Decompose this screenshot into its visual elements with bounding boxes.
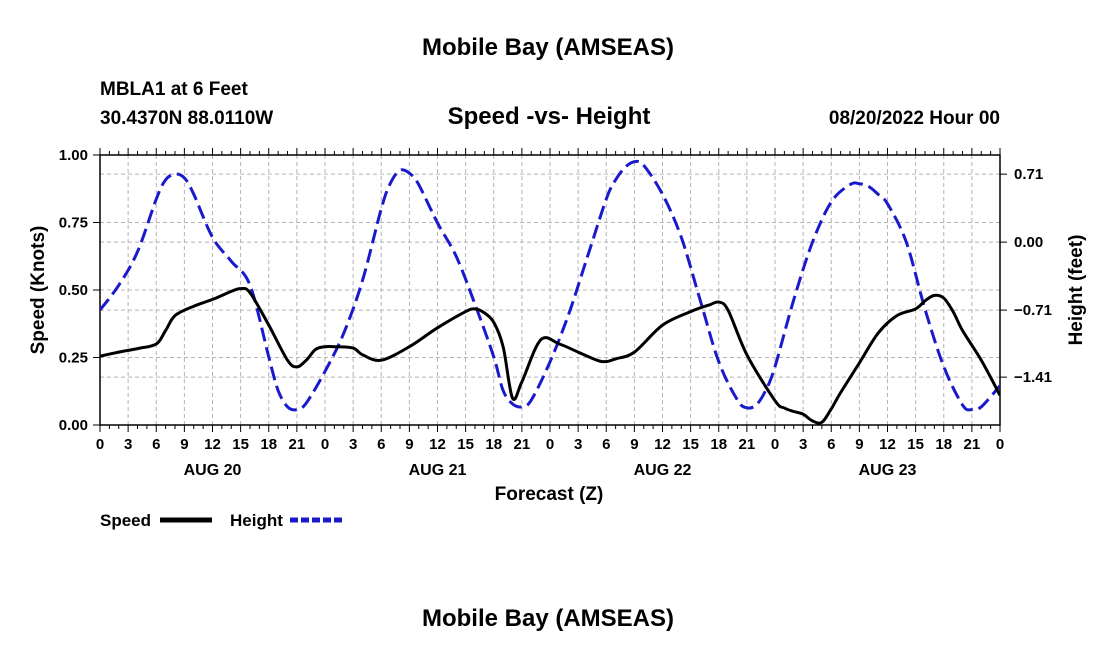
x-tick-label: 0 — [96, 436, 104, 453]
x-day-label: AUG 21 — [409, 462, 467, 479]
y2-tick-label: −0.71 — [1014, 302, 1052, 319]
y-axis-label: Speed (Knots) — [28, 226, 49, 355]
x-tick-label: 21 — [964, 436, 981, 453]
x-tick-label: 15 — [682, 436, 699, 453]
x-tick-label: 6 — [827, 436, 835, 453]
x-tick-label: 6 — [152, 436, 160, 453]
x-tick-label: 0 — [771, 436, 779, 453]
y2-axis-label: Height (feet) — [1066, 235, 1087, 346]
x-day-label: AUG 20 — [184, 462, 242, 479]
chart-subtitle: Speed -vs- Height — [448, 103, 651, 130]
x-tick-label: 9 — [405, 436, 413, 453]
y-tick-label: 0.75 — [59, 215, 88, 232]
x-day-label: AUG 23 — [859, 462, 917, 479]
x-tick-label: 3 — [574, 436, 582, 453]
x-tick-label: 18 — [710, 436, 727, 453]
x-tick-label: 21 — [739, 436, 756, 453]
chart-title-bottom: Mobile Bay (AMSEAS) — [422, 605, 674, 632]
y2-tick-label: 0.00 — [1014, 234, 1043, 251]
series-line-height — [100, 159, 1000, 412]
x-tick-label: 15 — [907, 436, 924, 453]
plot-area: 0 3 6 9 12 15 18 21 0 3 6 9 12 15 18 21 0 3 6 9 12 15 18 21 0 3 6 9… — [59, 147, 1052, 479]
y2-tick-label: −1.41 — [1014, 369, 1052, 386]
x-tick-label: 9 — [630, 436, 638, 453]
legend: Speed Height — [100, 511, 342, 530]
x-tick-label: 12 — [204, 436, 221, 453]
x-tick-label: 0 — [321, 436, 329, 453]
x-tick-label: 6 — [602, 436, 610, 453]
x-tick-label: 3 — [124, 436, 132, 453]
series-line-speed — [100, 286, 1000, 425]
x-axis-label: Forecast (Z) — [495, 484, 604, 505]
x-tick-label: 15 — [232, 436, 249, 453]
x-tick-label: 9 — [180, 436, 188, 453]
x-tick-label: 12 — [879, 436, 896, 453]
x-tick-label: 9 — [855, 436, 863, 453]
y-tick-label: 0.00 — [59, 417, 88, 434]
x-day-label: AUG 22 — [634, 462, 692, 479]
x-tick-label: 6 — [377, 436, 385, 453]
x-tick-label: 21 — [514, 436, 531, 453]
chart-title-top: Mobile Bay (AMSEAS) — [422, 34, 674, 61]
x-tick-label: 3 — [349, 436, 357, 453]
x-tick-label: 0 — [996, 436, 1004, 453]
y-tick-label: 1.00 — [59, 147, 88, 164]
y-tick-label: 0.25 — [59, 350, 88, 367]
datetime-label: 08/20/2022 Hour 00 — [829, 108, 1000, 129]
x-tick-label: 12 — [654, 436, 671, 453]
x-tick-label: 15 — [457, 436, 474, 453]
y-tick-label: 0.50 — [59, 282, 88, 299]
x-tick-label: 18 — [485, 436, 502, 453]
legend-label-height: Height — [230, 511, 283, 530]
x-tick-label: 12 — [429, 436, 446, 453]
coords-label: 30.4370N 88.0110W — [100, 108, 273, 129]
x-tick-label: 3 — [799, 436, 807, 453]
x-tick-label: 0 — [546, 436, 554, 453]
x-tick-label: 18 — [260, 436, 277, 453]
legend-label-speed: Speed — [100, 511, 151, 530]
y2-tick-label: 0.71 — [1014, 166, 1043, 183]
station-label: MBLA1 at 6 Feet — [100, 79, 248, 100]
x-tick-label: 21 — [289, 436, 306, 453]
x-tick-label: 18 — [935, 436, 952, 453]
